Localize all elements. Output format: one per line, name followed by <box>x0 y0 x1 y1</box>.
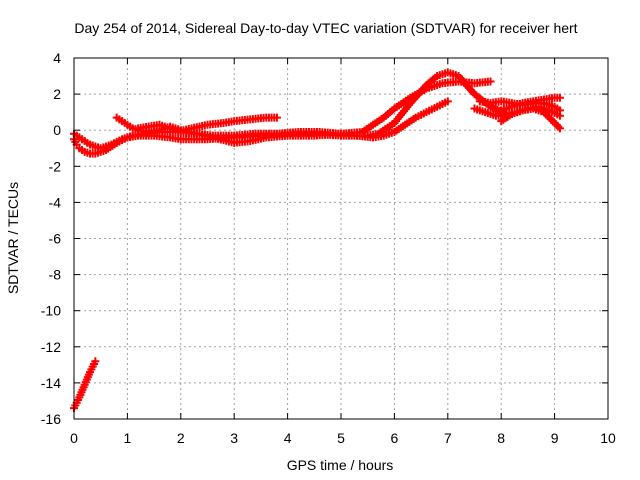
data-series-track-9 <box>470 102 564 120</box>
y-tick-label: -16 <box>41 411 61 427</box>
y-tick-label: -10 <box>41 303 61 319</box>
data-series-track-5 <box>134 97 452 142</box>
x-tick-label: 4 <box>284 430 292 446</box>
chart-title: Day 254 of 2014, Sidereal Day-to-day VTE… <box>74 20 577 36</box>
x-tick-label: 2 <box>177 430 185 446</box>
y-tick-label: -2 <box>49 158 62 174</box>
data-point <box>272 113 281 122</box>
data-series-track-7 <box>497 93 564 115</box>
y-tick-label: -12 <box>41 339 61 355</box>
x-tick-label: 9 <box>551 430 559 446</box>
y-tick-label: -6 <box>49 231 62 247</box>
x-tick-label: 0 <box>70 430 78 446</box>
y-axis-label: SDTVAR / TECUs <box>5 182 21 294</box>
x-tick-label: 1 <box>124 430 132 446</box>
data-series-track-1 <box>70 357 100 413</box>
y-tick-label: 2 <box>53 86 61 102</box>
data-point <box>555 111 564 120</box>
x-tick-label: 8 <box>497 430 505 446</box>
y-tick-label: 4 <box>53 50 61 66</box>
data-point <box>486 77 495 86</box>
x-tick-label: 7 <box>444 430 452 446</box>
x-tick-label: 10 <box>600 430 616 446</box>
y-tick-label: 0 <box>53 122 61 138</box>
x-tick-label: 5 <box>337 430 345 446</box>
data-point <box>91 357 100 366</box>
data-point <box>555 93 564 102</box>
x-tick-label: 3 <box>230 430 238 446</box>
data-point <box>443 97 452 106</box>
data-point <box>555 124 564 133</box>
series-layer <box>70 68 564 413</box>
plot-frame <box>73 57 609 420</box>
y-tick-label: -14 <box>41 375 61 391</box>
x-tick-label: 6 <box>391 430 399 446</box>
x-axis-label: GPS time / hours <box>287 457 394 473</box>
y-tick-label: -8 <box>49 267 62 283</box>
y-tick-label: -4 <box>49 194 62 210</box>
tick-layer: 0 1 2 3 4 5 6 7 8 9 10 -16 -14 -12 -10 -8 -6 -4 -2 0 2 4 <box>41 50 616 446</box>
